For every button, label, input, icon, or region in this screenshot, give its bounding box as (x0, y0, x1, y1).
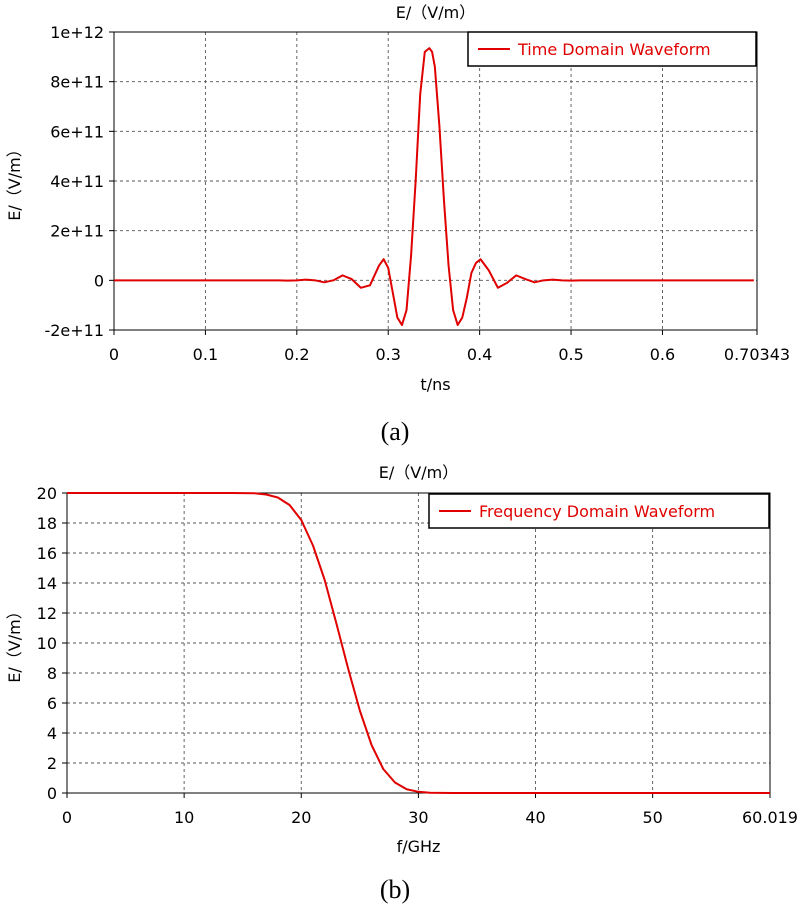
y-tick-label: -2e+11 (44, 321, 104, 340)
figure-caption: (a) (381, 417, 410, 446)
y-tick-label: 1e+12 (50, 23, 104, 42)
x-tick-label: 0.70343 (724, 345, 790, 364)
y-tick-label: 16 (37, 544, 57, 563)
series-line (67, 492, 770, 794)
x-tick-label: 0 (109, 345, 119, 364)
y-tick-label: 12 (37, 604, 57, 623)
x-tick-label: 0.6 (650, 345, 675, 364)
y-tick-label: 8 (47, 664, 57, 683)
y-tick-label: 6e+11 (50, 122, 104, 141)
y-tick-label: 4e+11 (50, 172, 104, 191)
y-tick-label: 18 (37, 514, 57, 533)
x-tick-label: 40 (525, 808, 545, 827)
x-tick-label: 0.5 (558, 345, 583, 364)
legend-box (428, 493, 770, 529)
y-tick-label: 4 (47, 724, 57, 743)
y-tick-label: 6 (47, 694, 57, 713)
y-tick-label: 20 (37, 484, 57, 503)
x-tick-label: 20 (291, 808, 311, 827)
x-axis-label: f/GHz (397, 837, 441, 856)
y-tick-label: 0 (94, 271, 104, 290)
y-axis-label: E/（V/m） (5, 603, 24, 682)
x-tick-label: 0 (62, 808, 72, 827)
legend-label: Time Domain Waveform (517, 40, 711, 59)
x-tick-label: 50 (642, 808, 662, 827)
legend-label: Frequency Domain Waveform (479, 502, 715, 521)
x-axis-label: t/ns (420, 375, 450, 394)
x-tick-label: 60.019 (742, 808, 798, 827)
legend-box (467, 31, 757, 67)
x-tick-label: 0.4 (467, 345, 492, 364)
y-tick-label: 14 (37, 574, 57, 593)
series-line (114, 47, 754, 327)
y-axis-label: E/（V/m） (5, 141, 24, 220)
y-tick-label: 10 (37, 634, 57, 653)
y-tick-label: 8e+11 (50, 73, 104, 92)
y-tick-label: 2 (47, 754, 57, 773)
x-tick-label: 0.3 (376, 345, 401, 364)
y-tick-label: 2e+11 (50, 222, 104, 241)
x-tick-label: 0.1 (193, 345, 218, 364)
frequency-domain-chart: 0 10 20 30 40 50 60.019 0 2 4 6 8 10 12 14 16 18 20 E/（V/m… (5, 463, 798, 904)
x-tick-label: 30 (408, 808, 428, 827)
figure-caption: (b) (380, 875, 410, 904)
time-domain-chart: 0 0.1 0.2 0.3 0.4 0.5 0.6 0.70343 -2e+11 0 2e+11 4e… (5, 3, 790, 446)
x-tick-label: 10 (174, 808, 194, 827)
x-tick-label: 0.2 (284, 345, 309, 364)
y-tick-label: 0 (47, 784, 57, 803)
chart-title: E/（V/m） (396, 3, 475, 22)
chart-title: E/（V/m） (379, 463, 458, 482)
